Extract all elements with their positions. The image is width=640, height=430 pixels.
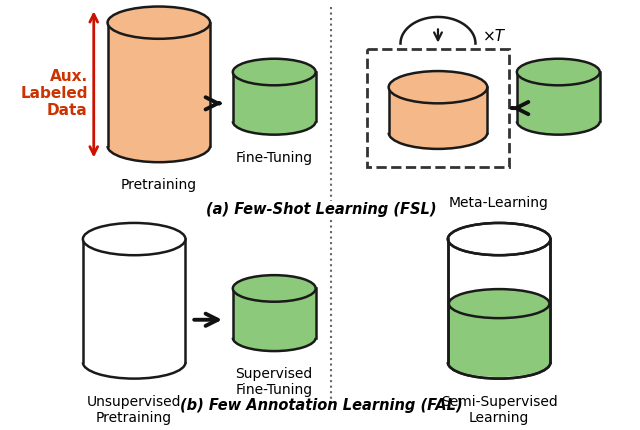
Ellipse shape [108,131,210,163]
Bar [108,24,210,147]
Bar [448,240,550,362]
Bar [233,73,316,122]
Ellipse shape [448,224,550,255]
Ellipse shape [83,224,186,255]
Ellipse shape [233,109,316,135]
Ellipse shape [449,289,549,318]
Ellipse shape [448,347,550,379]
Bar [388,88,487,133]
Text: Meta-Learning: Meta-Learning [448,196,548,210]
Text: ×T: ×T [483,29,506,44]
Ellipse shape [449,348,549,377]
Ellipse shape [233,60,316,86]
Ellipse shape [83,347,186,379]
Ellipse shape [517,60,600,86]
Bar [449,304,549,362]
Text: Fine-Tuning: Fine-Tuning [236,150,313,164]
Bar [233,289,316,338]
Ellipse shape [388,72,487,104]
Bar [83,240,186,362]
Ellipse shape [233,325,316,351]
Ellipse shape [517,109,600,135]
Text: (b) Few Annotation Learning (FAL): (b) Few Annotation Learning (FAL) [180,397,463,412]
Ellipse shape [108,7,210,40]
Text: Unsupervised
Pretraining: Unsupervised Pretraining [87,394,181,424]
Ellipse shape [233,276,316,302]
Text: Pretraining: Pretraining [121,178,197,192]
Text: (a) Few-Shot Learning (FSL): (a) Few-Shot Learning (FSL) [206,202,437,217]
Ellipse shape [388,117,487,150]
Text: Supervised
Fine-Tuning: Supervised Fine-Tuning [236,366,313,396]
Text: Semi-Supervised
Learning: Semi-Supervised Learning [441,394,557,424]
Bar [517,73,600,122]
Bar [448,240,550,362]
Text: Aux.
Labeled
Data: Aux. Labeled Data [20,68,88,118]
